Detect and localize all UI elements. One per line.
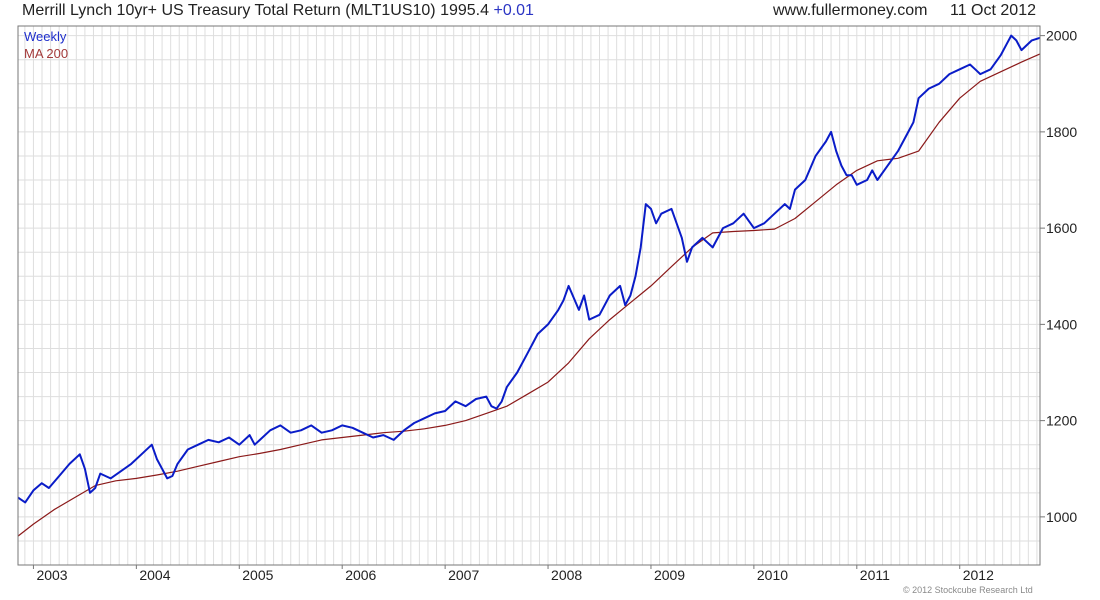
y-axis: 1000 1200 1400 1600 1800 2000 — [1040, 28, 1077, 525]
legend-weekly: Weekly — [24, 29, 67, 44]
chart-title-text: Merrill Lynch 10yr+ US Treasury Total Re… — [22, 2, 490, 19]
legend-ma-200: MA 200 — [24, 46, 69, 61]
plot-frame — [17, 25, 1041, 566]
x-tick-label: 2006 — [345, 567, 376, 583]
x-tick-label: 2007 — [448, 567, 479, 583]
x-tick-label: 2012 — [963, 567, 994, 583]
y-tick-label: 1200 — [1046, 413, 1077, 429]
chart-date: 11 Oct 2012 — [950, 2, 1036, 19]
x-tick-label: 2003 — [36, 567, 67, 583]
y-tick-label: 1400 — [1046, 316, 1077, 332]
price-change: +0.01 — [493, 2, 534, 19]
y-tick-label: 2000 — [1046, 28, 1077, 44]
chart-grid — [18, 26, 1040, 566]
x-tick-label: 2009 — [654, 567, 685, 583]
series-line-weekly — [17, 34, 1041, 504]
x-tick-label: 2008 — [551, 567, 582, 583]
x-axis: 2003 2004 2005 2006 2007 2008 2009 2010 2011 2012 — [32, 565, 994, 583]
x-tick-label: 2005 — [242, 567, 273, 583]
series-line-ma-200 — [17, 53, 1041, 537]
copyright-notice: © 2012 Stockcube Research Ltd — [903, 585, 1033, 595]
chart-series — [17, 34, 1041, 537]
chart-header: Merrill Lynch 10yr+ US Treasury Total Re… — [0, 0, 1100, 24]
y-tick-label: 1600 — [1046, 220, 1077, 236]
site-url[interactable]: www.fullermoney.com — [773, 2, 928, 19]
y-tick-label: 1800 — [1046, 124, 1077, 140]
x-tick-label: 2011 — [860, 567, 890, 583]
x-tick-label: 2004 — [139, 567, 170, 583]
x-tick-label: 2010 — [757, 567, 788, 583]
y-tick-label: 1000 — [1046, 509, 1077, 525]
chart-title: Merrill Lynch 10yr+ US Treasury Total Re… — [22, 2, 534, 20]
